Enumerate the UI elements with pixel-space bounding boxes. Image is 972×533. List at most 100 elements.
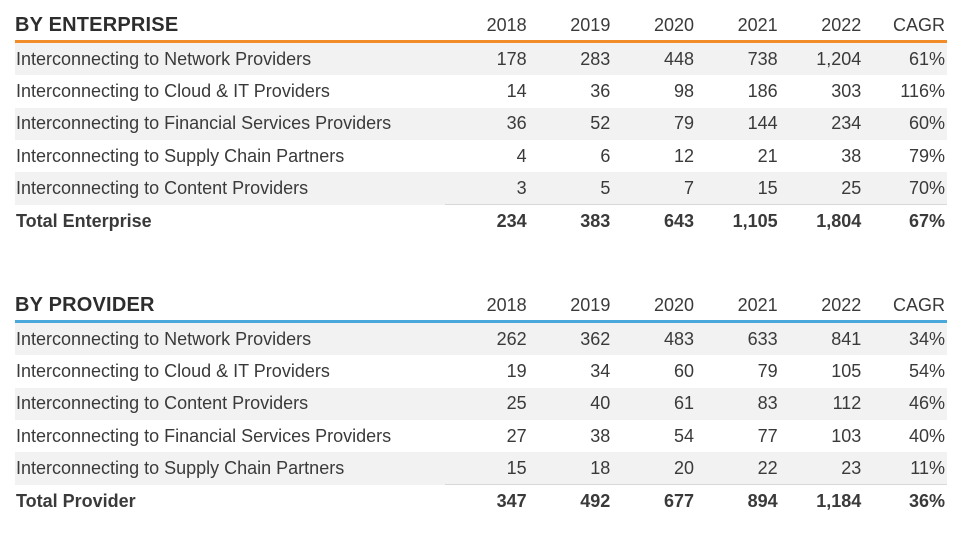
table-cell: 105 [779,355,864,388]
table-cell: 79 [695,355,780,388]
table-cell: 40 [528,387,613,420]
provider-col-header: 2019 [528,290,613,323]
table-cell: 34 [528,355,613,388]
total-cell-cagr: 36% [863,484,947,518]
table-cell: 262 [445,321,529,356]
table-cell: 38 [779,139,864,173]
row-label: Interconnecting to Network Providers [15,41,446,76]
provider-table: BY PROVIDER 2018 2019 2020 2021 2022 CAG… [15,290,947,518]
table-cell: 738 [695,41,780,76]
table-cell: 178 [445,41,529,76]
table-cell-cagr: 11% [863,452,947,485]
table-row: Interconnecting to Network Providers 178… [15,41,947,76]
table-cell: 7 [612,172,696,205]
total-label: Total Enterprise [15,204,446,238]
total-cell: 383 [528,204,613,238]
table-cell: 3 [445,172,529,205]
table-row: Interconnecting to Network Providers 262… [15,321,947,356]
table-cell: 21 [695,139,780,173]
total-cell: 1,184 [779,484,864,518]
row-label: Interconnecting to Supply Chain Partners [15,452,446,485]
table-cell: 36 [445,107,529,140]
provider-col-header: 2022 [779,290,864,323]
table-cell: 283 [528,41,613,76]
table-cell: 52 [528,107,613,140]
row-label: Interconnecting to Network Providers [15,321,446,356]
table-cell: 83 [695,387,780,420]
table-cell: 77 [695,419,780,453]
table-cell: 60 [612,355,696,388]
table-cell: 22 [695,452,780,485]
table-cell: 18 [528,452,613,485]
table-cell: 186 [695,75,780,108]
table-cell: 25 [779,172,864,205]
total-cell: 677 [612,484,696,518]
provider-table-block: BY PROVIDER 2018 2019 2020 2021 2022 CAG… [15,290,947,518]
enterprise-col-header: 2021 [695,10,780,43]
table-cell-cagr: 61% [863,41,947,76]
total-label: Total Provider [15,484,446,518]
table-cell-cagr: 34% [863,321,947,356]
table-cell: 6 [528,139,613,173]
table-cell: 19 [445,355,529,388]
table-row: Interconnecting to Supply Chain Partners… [15,139,947,173]
table-row: Interconnecting to Content Providers 25 … [15,387,947,420]
row-label: Interconnecting to Content Providers [15,387,446,420]
enterprise-table: BY ENTERPRISE 2018 2019 2020 2021 2022 C… [15,10,947,238]
provider-col-header: 2021 [695,290,780,323]
table-cell: 15 [695,172,780,205]
table-cell-cagr: 70% [863,172,947,205]
table-row: Interconnecting to Financial Services Pr… [15,107,947,140]
table-cell: 448 [612,41,696,76]
table-cell-cagr: 79% [863,139,947,173]
total-cell-cagr: 67% [863,204,947,238]
table-cell: 362 [528,321,613,356]
table-cell: 112 [779,387,864,420]
total-cell: 1,105 [695,204,780,238]
table-cell: 234 [779,107,864,140]
table-row: Interconnecting to Financial Services Pr… [15,419,947,453]
table-cell: 633 [695,321,780,356]
table-cell: 20 [612,452,696,485]
table-cell: 14 [445,75,529,108]
table-cell: 103 [779,419,864,453]
table-row: Interconnecting to Cloud & IT Providers … [15,355,947,388]
enterprise-table-block: BY ENTERPRISE 2018 2019 2020 2021 2022 C… [15,10,947,238]
table-cell-cagr: 40% [863,419,947,453]
table-cell: 303 [779,75,864,108]
enterprise-col-header: 2022 [779,10,864,43]
enterprise-col-header: 2018 [445,10,529,43]
provider-col-header-cagr: CAGR [863,290,947,323]
table-cell-cagr: 60% [863,107,947,140]
table-cell: 4 [445,139,529,173]
row-label: Interconnecting to Financial Services Pr… [15,419,446,453]
provider-table-title: BY PROVIDER [15,290,446,323]
table-cell: 23 [779,452,864,485]
total-cell: 492 [528,484,613,518]
table-cell-cagr: 54% [863,355,947,388]
total-cell: 894 [695,484,780,518]
table-cell: 12 [612,139,696,173]
table-cell: 54 [612,419,696,453]
table-cell: 98 [612,75,696,108]
enterprise-col-header: 2020 [612,10,696,43]
row-label: Interconnecting to Cloud & IT Providers [15,75,446,108]
total-cell: 643 [612,204,696,238]
table-cell: 79 [612,107,696,140]
provider-col-header: 2018 [445,290,529,323]
table-cell: 38 [528,419,613,453]
row-label: Interconnecting to Cloud & IT Providers [15,355,446,388]
row-label: Interconnecting to Financial Services Pr… [15,107,446,140]
enterprise-col-header: 2019 [528,10,613,43]
table-cell: 5 [528,172,613,205]
table-cell: 144 [695,107,780,140]
table-cell: 36 [528,75,613,108]
table-cell-cagr: 46% [863,387,947,420]
table-row: Interconnecting to Cloud & IT Providers … [15,75,947,108]
total-row: Total Provider 347 492 677 894 1,184 36% [15,484,947,518]
table-cell: 27 [445,419,529,453]
enterprise-col-header-cagr: CAGR [863,10,947,43]
row-label: Interconnecting to Supply Chain Partners [15,139,446,173]
table-row: Interconnecting to Supply Chain Partners… [15,452,947,485]
total-cell: 234 [445,204,529,238]
